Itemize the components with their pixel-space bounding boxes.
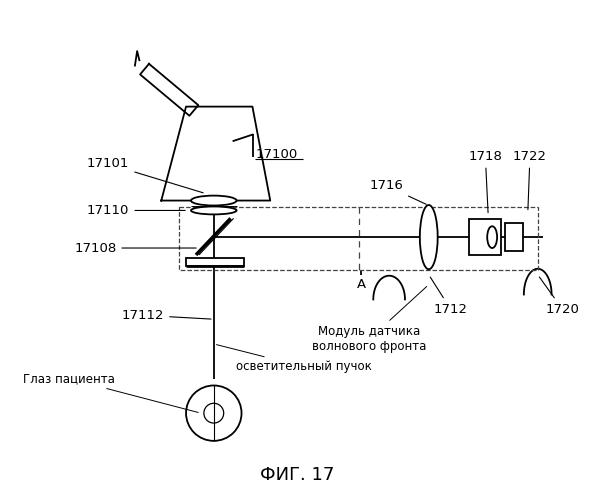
Text: 17108: 17108: [74, 242, 196, 254]
Bar: [179, 208, 538, 270]
Bar: [186, 258, 244, 266]
Text: A: A: [357, 278, 366, 291]
Text: 1716: 1716: [369, 179, 426, 204]
Ellipse shape: [420, 205, 438, 270]
Text: 1720: 1720: [539, 277, 580, 316]
Text: 1718: 1718: [469, 150, 503, 212]
Text: ФИГ. 17: ФИГ. 17: [260, 466, 334, 484]
Text: 1722: 1722: [513, 150, 547, 210]
Text: осветительный пучок: осветительный пучок: [216, 344, 371, 373]
Bar: [505, 224, 523, 251]
Text: 1712: 1712: [430, 277, 467, 316]
Text: Модуль датчика
волнового фронта: Модуль датчика волнового фронта: [312, 286, 426, 353]
Ellipse shape: [487, 226, 497, 248]
Text: 17110: 17110: [87, 204, 185, 217]
Ellipse shape: [191, 196, 236, 205]
Ellipse shape: [191, 206, 236, 214]
Text: Глаз пациента: Глаз пациента: [23, 372, 198, 412]
Text: 17100: 17100: [255, 148, 298, 160]
Text: 17101: 17101: [87, 158, 203, 193]
Text: 17112: 17112: [122, 309, 211, 322]
Bar: [469, 220, 501, 255]
